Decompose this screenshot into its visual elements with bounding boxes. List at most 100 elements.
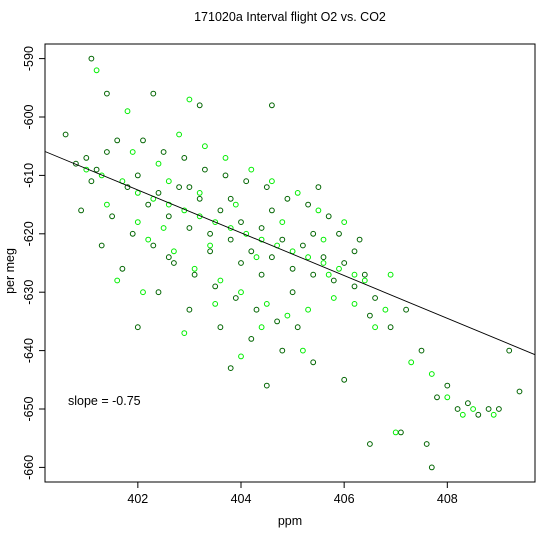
data-point <box>171 260 177 266</box>
data-point <box>186 225 193 231</box>
data-point <box>382 306 389 313</box>
data-point <box>104 90 110 97</box>
data-point <box>165 213 172 220</box>
slope-annotation: slope = -0.75 <box>68 394 141 408</box>
data-point <box>134 324 141 331</box>
data-point <box>134 219 141 226</box>
x-axis-label: ppm <box>278 514 302 528</box>
data-point <box>341 260 348 266</box>
data-point <box>207 242 214 249</box>
data-point <box>78 207 84 214</box>
data-point <box>269 102 275 109</box>
data-point <box>428 464 435 471</box>
data-point <box>238 260 244 266</box>
data-point <box>222 172 229 179</box>
x-tick-label: 406 <box>334 492 355 506</box>
data-points <box>62 55 523 471</box>
data-point <box>330 277 337 284</box>
data-point <box>289 289 296 296</box>
y-tick-label: -650 <box>22 396 36 421</box>
x-tick-label: 404 <box>231 492 252 506</box>
data-point <box>490 411 497 418</box>
data-point <box>341 219 348 226</box>
data-point <box>93 166 100 173</box>
data-point <box>305 201 312 208</box>
data-point <box>310 230 317 237</box>
data-point <box>459 411 466 418</box>
data-point <box>140 289 146 296</box>
data-point <box>62 131 69 138</box>
data-point <box>124 108 131 115</box>
data-point <box>238 219 244 226</box>
data-point <box>145 201 152 208</box>
data-point <box>248 166 255 173</box>
data-point <box>181 330 188 337</box>
data-point <box>284 312 291 319</box>
data-point <box>387 271 394 278</box>
data-point <box>263 382 270 389</box>
data-point <box>227 365 234 372</box>
data-point <box>310 271 317 278</box>
data-point <box>238 289 244 296</box>
data-point <box>202 143 208 150</box>
x-tick-label: 402 <box>127 492 148 506</box>
data-point <box>93 67 100 74</box>
regression-line <box>44 151 536 356</box>
data-point <box>516 388 523 395</box>
data-point <box>155 289 162 296</box>
data-point <box>367 312 373 319</box>
data-point <box>238 353 244 360</box>
data-point <box>114 137 121 144</box>
data-point <box>269 254 275 261</box>
data-point <box>176 184 183 191</box>
data-point <box>207 230 214 237</box>
data-point <box>310 359 317 366</box>
data-point <box>155 190 162 196</box>
data-point <box>253 306 260 313</box>
data-point <box>248 248 255 255</box>
data-point <box>160 225 167 231</box>
data-point <box>186 184 193 191</box>
x-tick-label: 408 <box>437 492 458 506</box>
data-point <box>212 301 219 307</box>
y-tick-label: -600 <box>22 104 36 129</box>
data-point <box>336 230 342 237</box>
y-tick-label: -620 <box>22 221 36 246</box>
data-point <box>232 201 239 208</box>
data-point <box>165 254 172 261</box>
data-point <box>243 178 250 185</box>
data-point <box>160 149 167 155</box>
data-point <box>165 178 172 185</box>
data-point <box>320 260 327 266</box>
data-point <box>202 166 208 173</box>
data-point <box>165 201 172 208</box>
data-point <box>258 324 265 331</box>
chart-title: 171020a Interval flight O2 vs. CO2 <box>194 10 386 24</box>
data-point <box>279 236 286 243</box>
data-point <box>506 347 513 354</box>
data-point <box>418 347 425 354</box>
data-point <box>191 271 198 278</box>
data-point <box>227 236 234 243</box>
data-point <box>98 172 105 179</box>
data-point <box>300 242 306 249</box>
data-point <box>217 277 224 284</box>
data-point <box>88 55 95 62</box>
data-point <box>351 271 358 278</box>
data-point <box>367 441 373 447</box>
data-point <box>140 137 146 144</box>
data-point <box>263 184 270 191</box>
data-point <box>274 318 281 325</box>
data-point <box>104 149 110 155</box>
data-point <box>83 155 90 161</box>
data-point <box>356 236 363 243</box>
data-point <box>212 219 219 226</box>
data-point <box>403 306 410 313</box>
data-point <box>248 336 255 342</box>
data-point <box>217 324 224 331</box>
data-point <box>325 213 332 220</box>
data-point <box>423 441 430 447</box>
data-point <box>361 271 368 278</box>
